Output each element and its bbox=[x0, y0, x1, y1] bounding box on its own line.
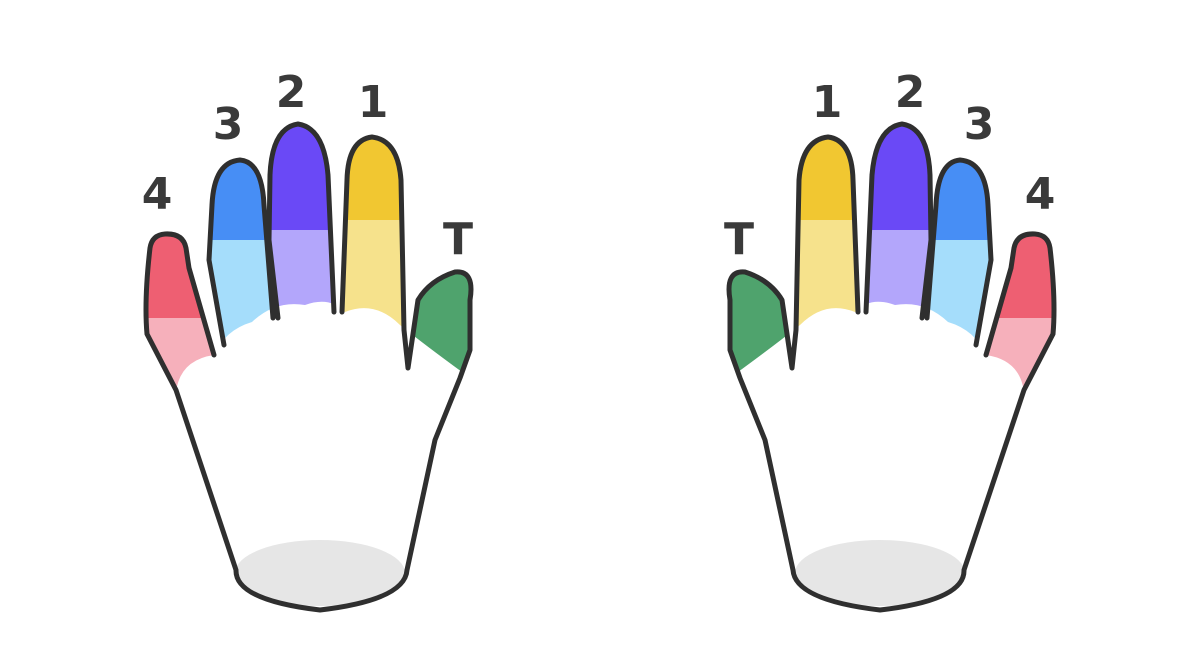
left-palm-knuckles bbox=[176, 301, 470, 392]
left-hand-outline bbox=[143, 121, 474, 613]
left-finger4-label: 4 bbox=[142, 169, 173, 220]
right-wrist bbox=[795, 540, 965, 606]
right-labels: T 1 2 3 4 bbox=[724, 67, 1055, 265]
left-finger2 bbox=[269, 124, 334, 318]
right-finger2-label: 2 bbox=[895, 67, 926, 118]
left-finger1-label: 1 bbox=[358, 77, 389, 128]
right-finger1-label: 1 bbox=[812, 77, 843, 128]
right-finger2 bbox=[866, 124, 931, 318]
left-hand bbox=[143, 121, 474, 613]
left-wrist bbox=[235, 540, 405, 606]
right-thumb-label: T bbox=[724, 214, 754, 265]
right-finger4-label: 4 bbox=[1025, 169, 1056, 220]
right-palm-knuckles bbox=[730, 301, 1024, 392]
left-labels: 4 3 2 1 T bbox=[142, 67, 473, 265]
right-hand-outline bbox=[726, 121, 1057, 613]
right-hand bbox=[726, 121, 1057, 613]
left-finger3-label: 3 bbox=[213, 99, 244, 150]
left-thumb-label: T bbox=[443, 214, 473, 265]
right-finger3-label: 3 bbox=[964, 99, 995, 150]
left-finger2-label: 2 bbox=[276, 67, 307, 118]
